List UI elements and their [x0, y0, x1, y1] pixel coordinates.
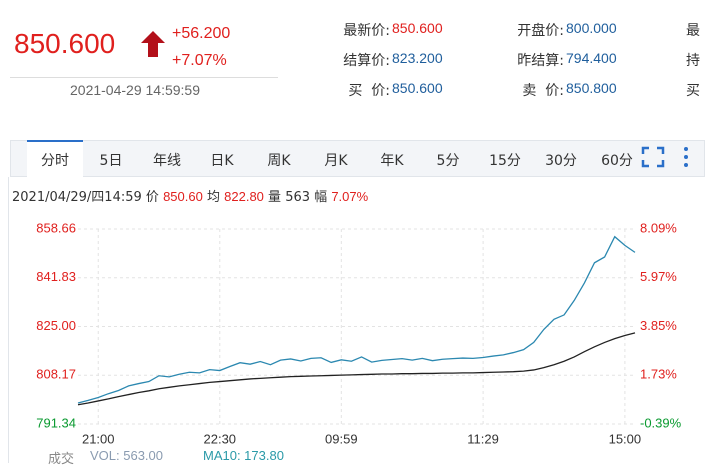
info-datetime: 2021/04/29/四14:59 [12, 190, 142, 205]
info-label: 幅 [314, 190, 328, 205]
tab[interactable]: 60分 [601, 153, 633, 169]
change-pct: +7.07% [172, 52, 227, 69]
fullscreen-icon[interactable] [641, 146, 665, 168]
tab[interactable]: 5日 [99, 153, 123, 169]
footer-label: 成交 [48, 451, 75, 466]
line-series [77, 235, 636, 404]
x-tick-label: 21:00 [82, 431, 115, 446]
y-tick-label: 808.17 [36, 367, 76, 382]
panel-border [8, 177, 9, 463]
active-tab-bg [27, 140, 83, 177]
field-value: 850.600 [392, 80, 443, 96]
field-label: 昨结算: [517, 53, 564, 69]
tab[interactable]: 月K [324, 153, 348, 169]
y2-tick-label: 3.85% [640, 318, 677, 333]
y2-tick-label: 8.09% [640, 220, 677, 235]
field-value: 800.000 [566, 20, 617, 36]
field-label: 买 价: [348, 83, 390, 99]
footer-vol: VOL: 563.00 [90, 448, 163, 463]
tab[interactable]: 年线 [153, 153, 181, 169]
info-value: 850.60 [163, 189, 203, 204]
tab[interactable]: 日K [210, 153, 234, 169]
y-tick-label: 841.83 [36, 269, 76, 284]
tab[interactable]: 分时 [41, 153, 69, 169]
y-tick-label: 791.34 [36, 415, 76, 430]
last-price: 850.600 [14, 28, 116, 59]
field-label: 最新价: [343, 23, 390, 39]
line-series [77, 332, 636, 406]
x-tick-label: 15:00 [609, 431, 642, 446]
info-label: 量 [268, 190, 282, 205]
field-label: 卖 价: [522, 83, 564, 99]
change: +56.200 [172, 25, 231, 42]
y2-tick-label: 1.73% [640, 367, 677, 382]
divider [10, 77, 278, 78]
field-value: 794.400 [566, 50, 617, 66]
y2-tick-label: 5.97% [640, 269, 677, 284]
tab[interactable]: 5分 [436, 153, 460, 169]
y2-tick-label: -0.39% [640, 415, 682, 430]
field-value: 850.600 [392, 20, 443, 36]
field-label: 结算价: [343, 53, 390, 69]
y-tick-label: 825.00 [36, 318, 76, 333]
quote-time: 2021-04-29 14:59:59 [70, 82, 200, 98]
info-label: 均 [206, 190, 220, 205]
more-icon[interactable] [681, 146, 691, 168]
info-value: 563 [285, 190, 311, 205]
field-label: 最 [686, 23, 700, 39]
field-label: 买 [686, 83, 700, 99]
info-value: 822.80 [224, 189, 264, 204]
tab[interactable]: 30分 [545, 153, 577, 169]
field-value: 850.800 [566, 80, 617, 96]
x-tick-label: 09:59 [325, 431, 358, 446]
footer-ma10: MA10: 173.80 [203, 448, 284, 463]
y-tick-label: 858.66 [36, 220, 76, 235]
up-arrow [141, 31, 165, 57]
tab-bar [10, 140, 705, 177]
info-value: 7.07% [331, 189, 369, 204]
field-label: 开盘价: [517, 23, 564, 39]
tab[interactable]: 15分 [489, 153, 521, 169]
field-value: 823.200 [392, 50, 443, 66]
tab[interactable]: 年K [380, 153, 404, 169]
x-tick-label: 22:30 [204, 431, 237, 446]
field-label: 持 [686, 53, 700, 69]
x-tick-label: 11:29 [467, 431, 499, 446]
tab[interactable]: 周K [267, 153, 291, 169]
info-label: 价 [145, 190, 159, 205]
info-line: 2021/04/29/四14:59 价 850.60 均 822.80 量 56… [12, 186, 368, 205]
